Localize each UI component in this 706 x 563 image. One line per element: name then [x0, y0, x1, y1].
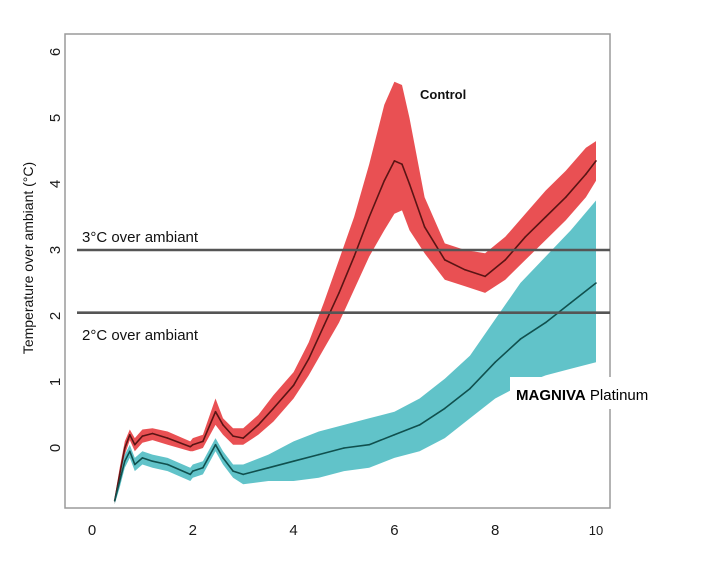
series-bands [114, 81, 596, 505]
reference-lines [77, 248, 610, 315]
point-magniva-platinum [124, 460, 126, 463]
point-magniva-platinum [368, 443, 371, 446]
y-tick-label: 4 [47, 180, 64, 188]
point-magniva-platinum [444, 407, 446, 410]
point-control [444, 259, 446, 261]
point-magniva-platinum [393, 434, 396, 436]
point-control [353, 255, 355, 258]
point-control [124, 447, 126, 449]
point-magniva-platinum [519, 338, 522, 340]
x-tick-label: 4 [289, 522, 297, 539]
x-tick-label: 0 [88, 522, 96, 539]
point-control [464, 269, 466, 271]
point-magniva-platinum [222, 457, 224, 459]
point-control [257, 424, 260, 426]
point-control [408, 183, 411, 185]
point-control [401, 163, 403, 165]
point-control [129, 434, 131, 436]
y-tick-label: 5 [47, 114, 64, 122]
point-magniva-platinum [189, 473, 192, 476]
magniva-brand: MAGNIVA [516, 387, 586, 404]
y-axis-label: Temperature over ambiant (°C) [20, 162, 36, 354]
point-control [151, 432, 154, 435]
point-magniva-platinum [129, 450, 131, 453]
point-control [214, 410, 217, 413]
point-control [585, 173, 587, 175]
point-magniva-platinum [494, 361, 497, 364]
point-magniva-platinum [214, 443, 217, 446]
x-tick-label: 6 [390, 522, 398, 539]
point-control [565, 196, 567, 198]
point-magniva-platinum [469, 387, 471, 390]
magniva-suffix: Platinum [586, 387, 649, 404]
series-lines [113, 160, 597, 502]
point-control [423, 226, 426, 228]
series-label-magniva: MAGNIVA Platinum [516, 387, 648, 404]
point-control [192, 443, 194, 446]
y-tick-label: 6 [47, 48, 64, 56]
ref-label-2c: 2°C over ambiant [82, 327, 199, 344]
point-control [368, 216, 371, 218]
point-control [242, 437, 244, 439]
y-tick-label: 1 [47, 378, 64, 386]
point-magniva-platinum [544, 321, 547, 324]
point-control [134, 443, 136, 446]
point-control [524, 236, 527, 238]
point-control [189, 445, 192, 448]
point-control [484, 275, 486, 278]
point-magniva-platinum [318, 453, 320, 456]
point-control [272, 407, 275, 410]
ref-label-3c: 3°C over ambiant [82, 229, 199, 246]
point-control [292, 384, 295, 387]
point-magniva-platinum [134, 463, 136, 466]
point-magniva-platinum [141, 457, 144, 459]
point-control [222, 424, 224, 426]
point-control [504, 259, 507, 261]
point-magniva-platinum [595, 282, 597, 284]
point-magniva-platinum [118, 480, 121, 482]
point-control [323, 325, 325, 327]
x-tick-label: 10 [589, 523, 603, 538]
point-magniva-platinum [151, 460, 154, 463]
point-control [118, 473, 121, 476]
point-control [307, 358, 310, 360]
point-magniva-platinum [192, 470, 194, 472]
y-tick-label: 3 [47, 246, 64, 254]
y-tick-label: 0 [47, 444, 64, 452]
point-magniva-platinum [113, 500, 116, 502]
x-tick-label: 2 [189, 522, 197, 539]
y-tick-label: 2 [47, 312, 64, 320]
x-tick-label: 8 [491, 522, 499, 539]
point-control [232, 435, 234, 437]
point-magniva-platinum [232, 470, 234, 472]
point-magniva-platinum [202, 467, 204, 469]
band-magniva-platinum [114, 200, 596, 505]
point-magniva-platinum [570, 302, 572, 304]
point-magniva-platinum [292, 460, 295, 463]
point-control [202, 440, 204, 443]
series-label-control: Control [420, 87, 466, 102]
point-magniva-platinum [242, 473, 244, 476]
point-control [141, 435, 144, 437]
point-control [595, 160, 597, 162]
point-control [166, 437, 169, 439]
y-axis-ticks: 0 1 2 3 4 5 6 [47, 48, 64, 452]
point-magniva-platinum [343, 447, 345, 449]
point-control [393, 160, 396, 162]
point-control [544, 216, 547, 218]
point-magniva-platinum [267, 467, 270, 469]
point-magniva-platinum [418, 424, 421, 426]
magniva-label-bg [510, 377, 680, 409]
x-axis-ticks: 0 2 4 6 8 10 [88, 522, 603, 539]
point-control [338, 292, 340, 294]
point-control [383, 179, 386, 182]
point-magniva-platinum [166, 463, 169, 466]
